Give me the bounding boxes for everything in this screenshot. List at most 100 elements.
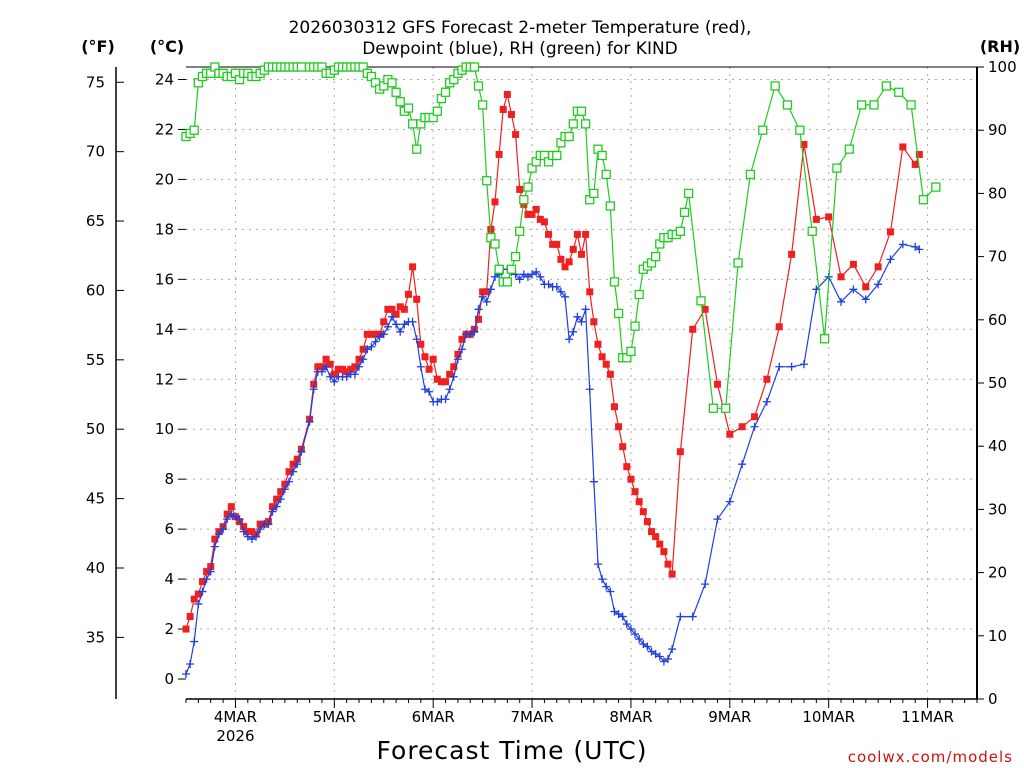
dewpoint-point <box>713 515 722 524</box>
rh-point <box>568 119 578 129</box>
temperature-point <box>495 150 503 158</box>
dewpoint-point <box>330 377 339 386</box>
temperature-point <box>837 273 845 281</box>
temperature-point <box>384 305 392 313</box>
dewpoint-point <box>556 287 565 296</box>
rh-point <box>856 100 867 110</box>
dewpoint-point <box>392 320 401 329</box>
temperature-point <box>524 210 532 218</box>
temperature-point <box>689 325 697 333</box>
dewpoint-point <box>247 535 256 544</box>
dewpoint-point <box>775 362 784 371</box>
temperature-point <box>194 590 202 598</box>
temperature-point <box>285 468 293 476</box>
fahrenheit-tick-label: 65 <box>86 212 105 230</box>
temperature-point <box>334 365 342 373</box>
rh-tick-label: 20 <box>988 564 1007 582</box>
rh-point <box>515 226 525 236</box>
temperature-point <box>388 305 396 313</box>
dewpoint-point <box>602 582 611 591</box>
celsius-tick-label: 2 <box>164 620 174 638</box>
credit-label: coolwx.com/models <box>848 748 1013 766</box>
x-tick-label: 10MAR <box>802 708 855 726</box>
rh-point <box>918 195 929 205</box>
rh-point <box>708 403 718 413</box>
dewpoint-point <box>219 525 228 534</box>
rh-point <box>782 100 793 110</box>
temperature-point <box>409 263 417 271</box>
dewpoint-point <box>466 330 475 339</box>
x-tick-label: 7MAR <box>510 708 553 726</box>
rh-point <box>395 97 405 107</box>
temperature-point <box>512 130 520 138</box>
dewpoint-point <box>688 612 697 621</box>
temperature-point <box>203 568 211 576</box>
dewpoint-point <box>182 670 190 679</box>
dewpoint-point <box>363 345 372 354</box>
dewpoint-point <box>799 360 808 369</box>
dewpoint-point <box>186 660 195 669</box>
rh-tick-label: 100 <box>988 58 1017 76</box>
temperature-point <box>458 335 466 343</box>
temperature-point <box>244 528 252 536</box>
temperature-point <box>413 295 421 303</box>
rh-tick-label: 10 <box>988 627 1007 645</box>
x-tick-label: 4MAR <box>214 708 257 726</box>
temperature-point <box>359 345 367 353</box>
temperature-point <box>738 423 746 431</box>
temperature-point <box>615 423 623 431</box>
rh-point <box>490 239 500 249</box>
rh-point <box>391 87 401 97</box>
dewpoint-point <box>243 532 252 541</box>
dewpoint-point <box>874 280 883 289</box>
celsius-tick-label: 22 <box>155 120 174 138</box>
dewpoint-point <box>787 362 796 371</box>
rh-point <box>770 81 780 91</box>
celsius-tick-label: 20 <box>155 170 174 188</box>
dewpoint-point <box>276 495 285 504</box>
celsius-tick-label: 24 <box>155 70 174 88</box>
rh-point <box>580 119 591 129</box>
temperature-point <box>561 263 569 271</box>
x-tick-label: 5MAR <box>313 708 356 726</box>
dewpoint-point <box>441 395 450 404</box>
dewpoint-point <box>750 422 759 431</box>
rh-point <box>510 251 521 262</box>
temperature-point <box>503 90 511 98</box>
dewpoint-point <box>482 297 491 306</box>
rh-point <box>589 188 599 199</box>
axes: 0246810121416182022243540455055606570750… <box>86 58 1017 745</box>
temperature-point <box>186 613 194 621</box>
temperature-point <box>586 288 594 296</box>
dewpoint-point <box>322 362 331 371</box>
temperature-point <box>363 330 371 338</box>
rh-point <box>634 289 644 300</box>
dewpoint-point <box>326 372 335 381</box>
dewpoint-point <box>449 372 458 381</box>
temperature-point <box>899 143 907 151</box>
dewpoint-point <box>490 272 499 281</box>
celsius-tick-label: 16 <box>155 270 174 288</box>
temperature-point <box>367 330 375 338</box>
rh-point <box>745 169 756 180</box>
rh-point <box>296 62 307 72</box>
dewpoint-point <box>635 635 644 644</box>
rh-point <box>758 125 768 135</box>
fahrenheit-tick-label: 75 <box>86 73 105 91</box>
temperature-point <box>582 230 590 238</box>
temperature-point <box>639 508 647 516</box>
temperature-point <box>549 240 557 248</box>
temperature-point <box>825 213 833 221</box>
dewpoint-point <box>355 362 364 371</box>
temperature-point <box>277 488 285 496</box>
series-layer <box>181 62 941 679</box>
temperature-point <box>701 305 709 313</box>
dewpoint-point <box>561 292 570 301</box>
dewpoint-point <box>725 497 734 506</box>
temperature-point <box>553 240 561 248</box>
temperature-point <box>343 368 351 376</box>
rh-point <box>605 201 615 211</box>
dewpoint-point <box>676 612 685 621</box>
temperature-point <box>372 330 380 338</box>
fahrenheit-tick-label: 50 <box>86 420 105 438</box>
